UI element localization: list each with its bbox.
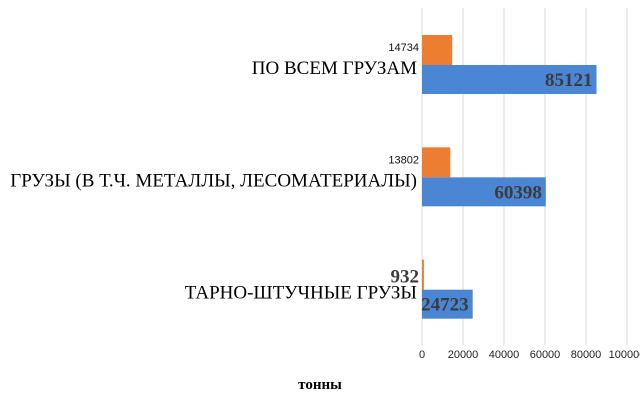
x-tick-label: 0 — [419, 349, 425, 361]
bar-main — [422, 177, 546, 207]
x-tick-label: 80000 — [571, 349, 602, 361]
x-tick-labels: 0 20000 40000 60000 80000 100000 — [419, 349, 640, 361]
bar-secondary — [422, 35, 453, 65]
category-label: ТАРНО-ШТУЧНЫЕ ГРУЗЫ — [185, 283, 417, 304]
data-label-secondary: 14734 — [388, 42, 419, 54]
x-tick-label: 100000 — [609, 349, 640, 361]
bars — [422, 35, 597, 319]
bar-secondary — [422, 147, 451, 178]
category-label: ПО ВСЕМ ГРУЗАМ — [252, 58, 417, 79]
category-label: ГРУЗЫ (В Т.Ч. МЕТАЛЛЫ, ЛЕСОМАТЕРИАЛЫ) — [10, 170, 417, 191]
data-label-main: 24723 — [421, 295, 469, 316]
x-tick-label: 60000 — [530, 349, 561, 361]
data-label-main: 60398 — [494, 182, 542, 203]
bar-main — [422, 65, 597, 94]
category-labels: ПО ВСЕМ ГРУЗАМ ГРУЗЫ (В Т.Ч. МЕТАЛЛЫ, ЛЕС… — [10, 58, 417, 304]
data-label-main: 85121 — [545, 70, 593, 91]
data-label-secondary: 932 — [391, 267, 420, 288]
bar-main — [422, 289, 473, 319]
x-axis-title: тонны — [298, 377, 342, 393]
data-label-secondary: 13802 — [388, 154, 419, 166]
bar-secondary — [422, 259, 424, 290]
x-tick-label: 20000 — [448, 349, 479, 361]
x-tick-label: 40000 — [489, 349, 520, 361]
